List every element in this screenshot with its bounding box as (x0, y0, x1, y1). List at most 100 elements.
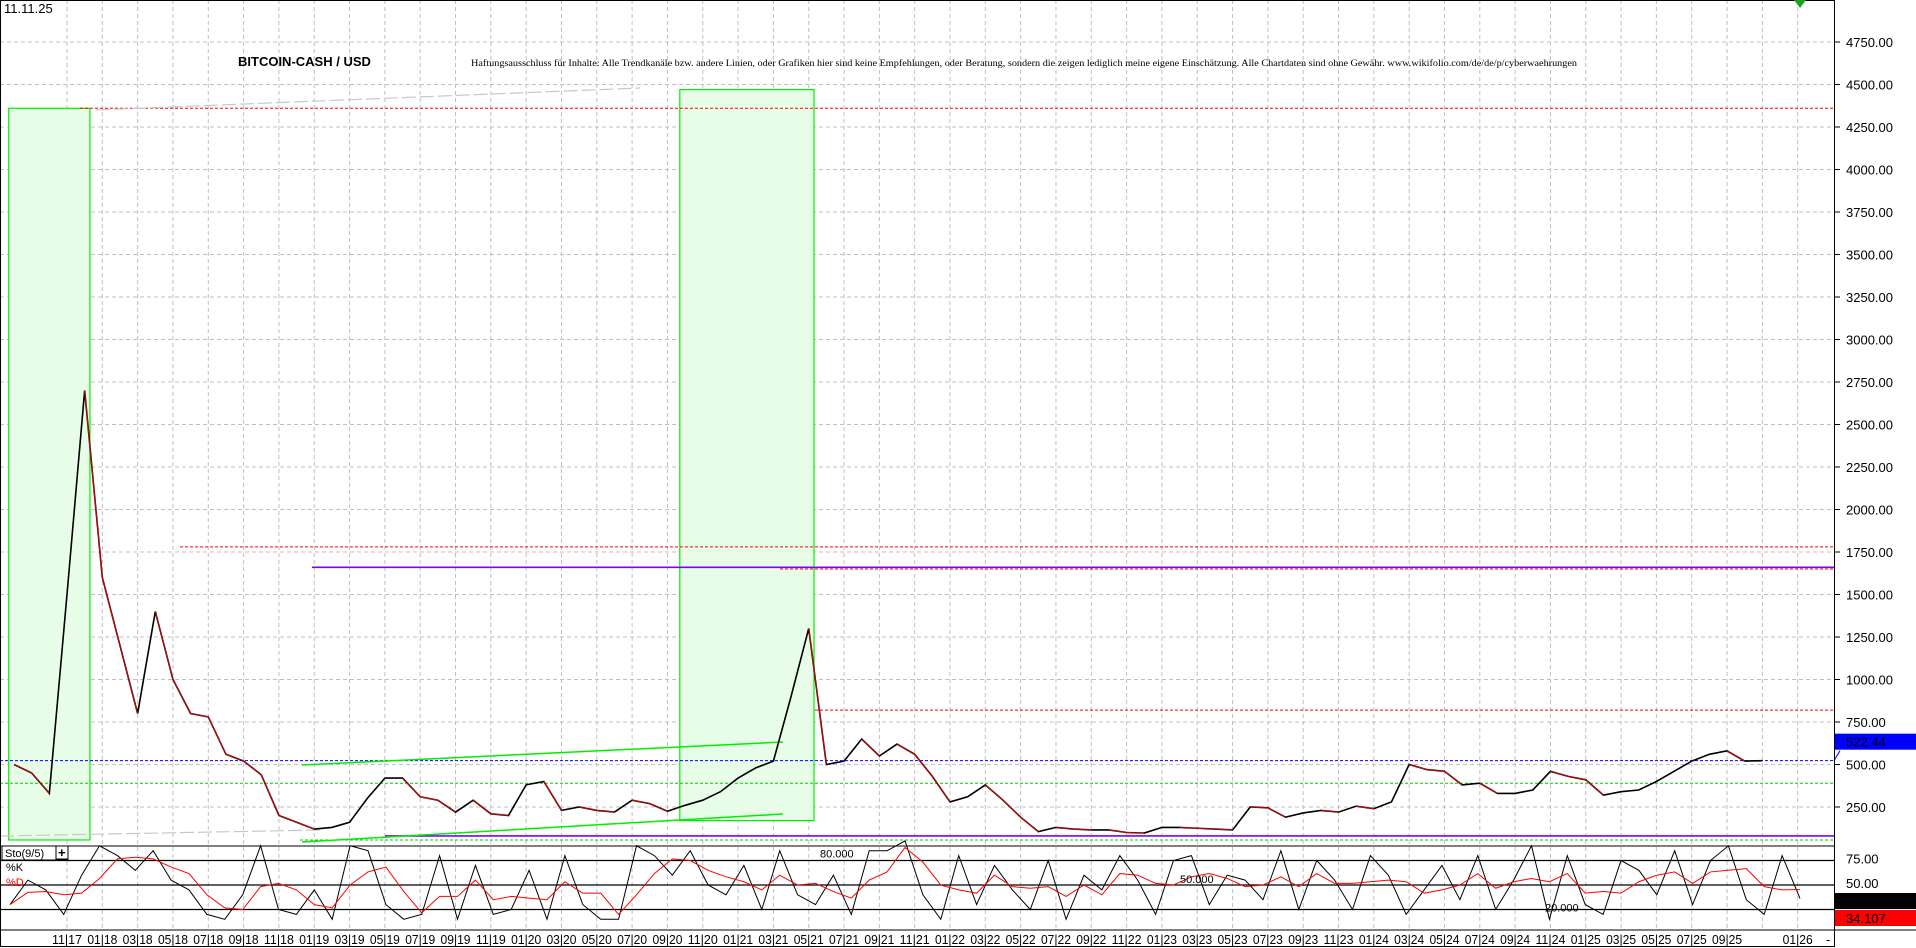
plus-icon: + (58, 845, 66, 860)
x-tick-label: 03|24 (1394, 932, 1424, 947)
level-label: 20.000 (1545, 902, 1579, 914)
highlight-zone (679, 88, 815, 822)
price-segment-down (1197, 827, 1215, 830)
price-segment-down (861, 738, 880, 757)
price-segment-down (543, 781, 562, 811)
price-segment-down (1126, 832, 1145, 834)
highlight-zones (8, 88, 815, 841)
y-tick-label: 4000.00 (1846, 163, 1893, 178)
price-segment-down (985, 784, 1004, 801)
price-segment-down (119, 645, 139, 714)
y-tick-label: 500.00 (1846, 758, 1886, 773)
x-tick-label: 07|25 (1677, 932, 1707, 947)
x-tick-label: 05|23 (1218, 932, 1248, 947)
x-tick-label: 05|25 (1641, 932, 1671, 947)
x-tick-label: 11|24 (1535, 932, 1565, 947)
x-tick-label: 09|21 (864, 932, 894, 947)
price-segment-down (260, 774, 280, 816)
x-tick-label: 11|23 (1324, 932, 1354, 947)
add-indicator-button[interactable] (55, 845, 69, 860)
y-tick-label: 3750.00 (1846, 205, 1893, 220)
x-tick-label: 09|22 (1076, 932, 1106, 947)
price-segment-down (1568, 776, 1586, 781)
y-tick-label: 2500.00 (1846, 418, 1893, 433)
x-tick-label: 09|20 (652, 932, 682, 947)
d-value-badge (1835, 910, 1916, 926)
horizontal-levels (0, 107, 1834, 841)
x-tick-label: 11|20 (688, 932, 718, 947)
x-tick-label: 09|23 (1288, 932, 1318, 947)
price-segment-down (1267, 807, 1286, 818)
x-tick-label: 09|24 (1500, 932, 1530, 947)
price-segment-down (1073, 828, 1092, 831)
x-axis-end: - (1826, 932, 1830, 947)
chart-date: 11.11.25 (4, 1, 53, 16)
k-line (9, 840, 1801, 922)
price-segment-down (932, 776, 951, 803)
x-tick-label: 05|20 (582, 932, 612, 947)
y-tick-label: 2000.00 (1846, 503, 1893, 518)
price-segment-down (472, 799, 492, 815)
price-segment-down (1550, 770, 1569, 777)
price-segment-down (1002, 799, 1021, 818)
x-tick-label: 03|25 (1606, 932, 1636, 947)
d-legend: %D (6, 877, 24, 889)
axes: 11|17 01|18 03|18 05|18 07|18 09|18 11|18 01|19… (52, 35, 1916, 947)
x-tick-label: 01|18 (87, 932, 117, 947)
price-segment-down (1409, 764, 1427, 770)
price-segment-down (437, 799, 456, 813)
x-tick-label: 11|22 (1112, 932, 1142, 947)
sto-tick-label: 75.00 (1846, 852, 1879, 867)
y-tick-label: 1250.00 (1846, 630, 1893, 645)
y-tick-label: 1750.00 (1846, 545, 1893, 560)
y-tick-label: 3500.00 (1846, 248, 1893, 263)
x-tick-label: 09|25 (1712, 932, 1742, 947)
y-tick-label: 2750.00 (1846, 375, 1893, 390)
price-segment-down (31, 772, 50, 794)
price-segment-down (13, 764, 32, 774)
grid-lines (0, 0, 1834, 930)
price-segment-down (225, 753, 244, 762)
x-tick-label: 01|22 (935, 932, 965, 947)
price-segment-down (1479, 782, 1498, 794)
x-tick-label: 03|20 (546, 932, 576, 947)
x-tick-label: 03|23 (1182, 932, 1212, 947)
x-tick-label: 01|24 (1359, 932, 1389, 947)
price-segment-down (1585, 779, 1604, 796)
x-tick-label: 01|26 (1783, 932, 1813, 947)
y-tick-label: 4750.00 (1846, 35, 1893, 50)
y-tick-label: 250.00 (1846, 800, 1886, 815)
price-segment-down (172, 679, 191, 714)
price-segment-down (649, 803, 668, 812)
level-label: 50.000 (1180, 874, 1214, 886)
k-legend: %K (6, 862, 24, 874)
x-tick-label: 07|23 (1253, 932, 1283, 947)
price-segment-down (402, 777, 421, 798)
x-tick-label: 01|21 (723, 932, 753, 947)
x-tick-label: 01|19 (299, 932, 329, 947)
k-value-label: 36.315 (1846, 894, 1886, 909)
x-tick-label: 07|18 (193, 932, 223, 947)
price-segment-down (1108, 829, 1127, 833)
level-label: 80.000 (820, 849, 854, 861)
x-tick-label: 01|25 (1571, 932, 1601, 947)
k-value-badge (1835, 893, 1916, 909)
price-segment-down (490, 813, 509, 816)
y-tick-label: 3000.00 (1846, 333, 1893, 348)
price-segment-down (808, 628, 827, 765)
price-segment-down (1214, 828, 1233, 831)
x-tick-label: 09|18 (229, 932, 259, 947)
price-segment-down (1055, 827, 1074, 830)
trend-lines (0, 87, 784, 843)
price-segment-down (579, 806, 597, 811)
x-tick-label: 01|23 (1147, 932, 1177, 947)
x-tick-label: 09|19 (441, 932, 471, 947)
trend-line-grey (95, 87, 641, 111)
trend-line-lower (301, 813, 784, 843)
y-tick-label: 4250.00 (1846, 120, 1893, 135)
price-segment-down (243, 760, 262, 776)
price-line (13, 390, 1763, 834)
price-segment-down (1020, 816, 1039, 832)
price-segment-down (278, 815, 297, 823)
